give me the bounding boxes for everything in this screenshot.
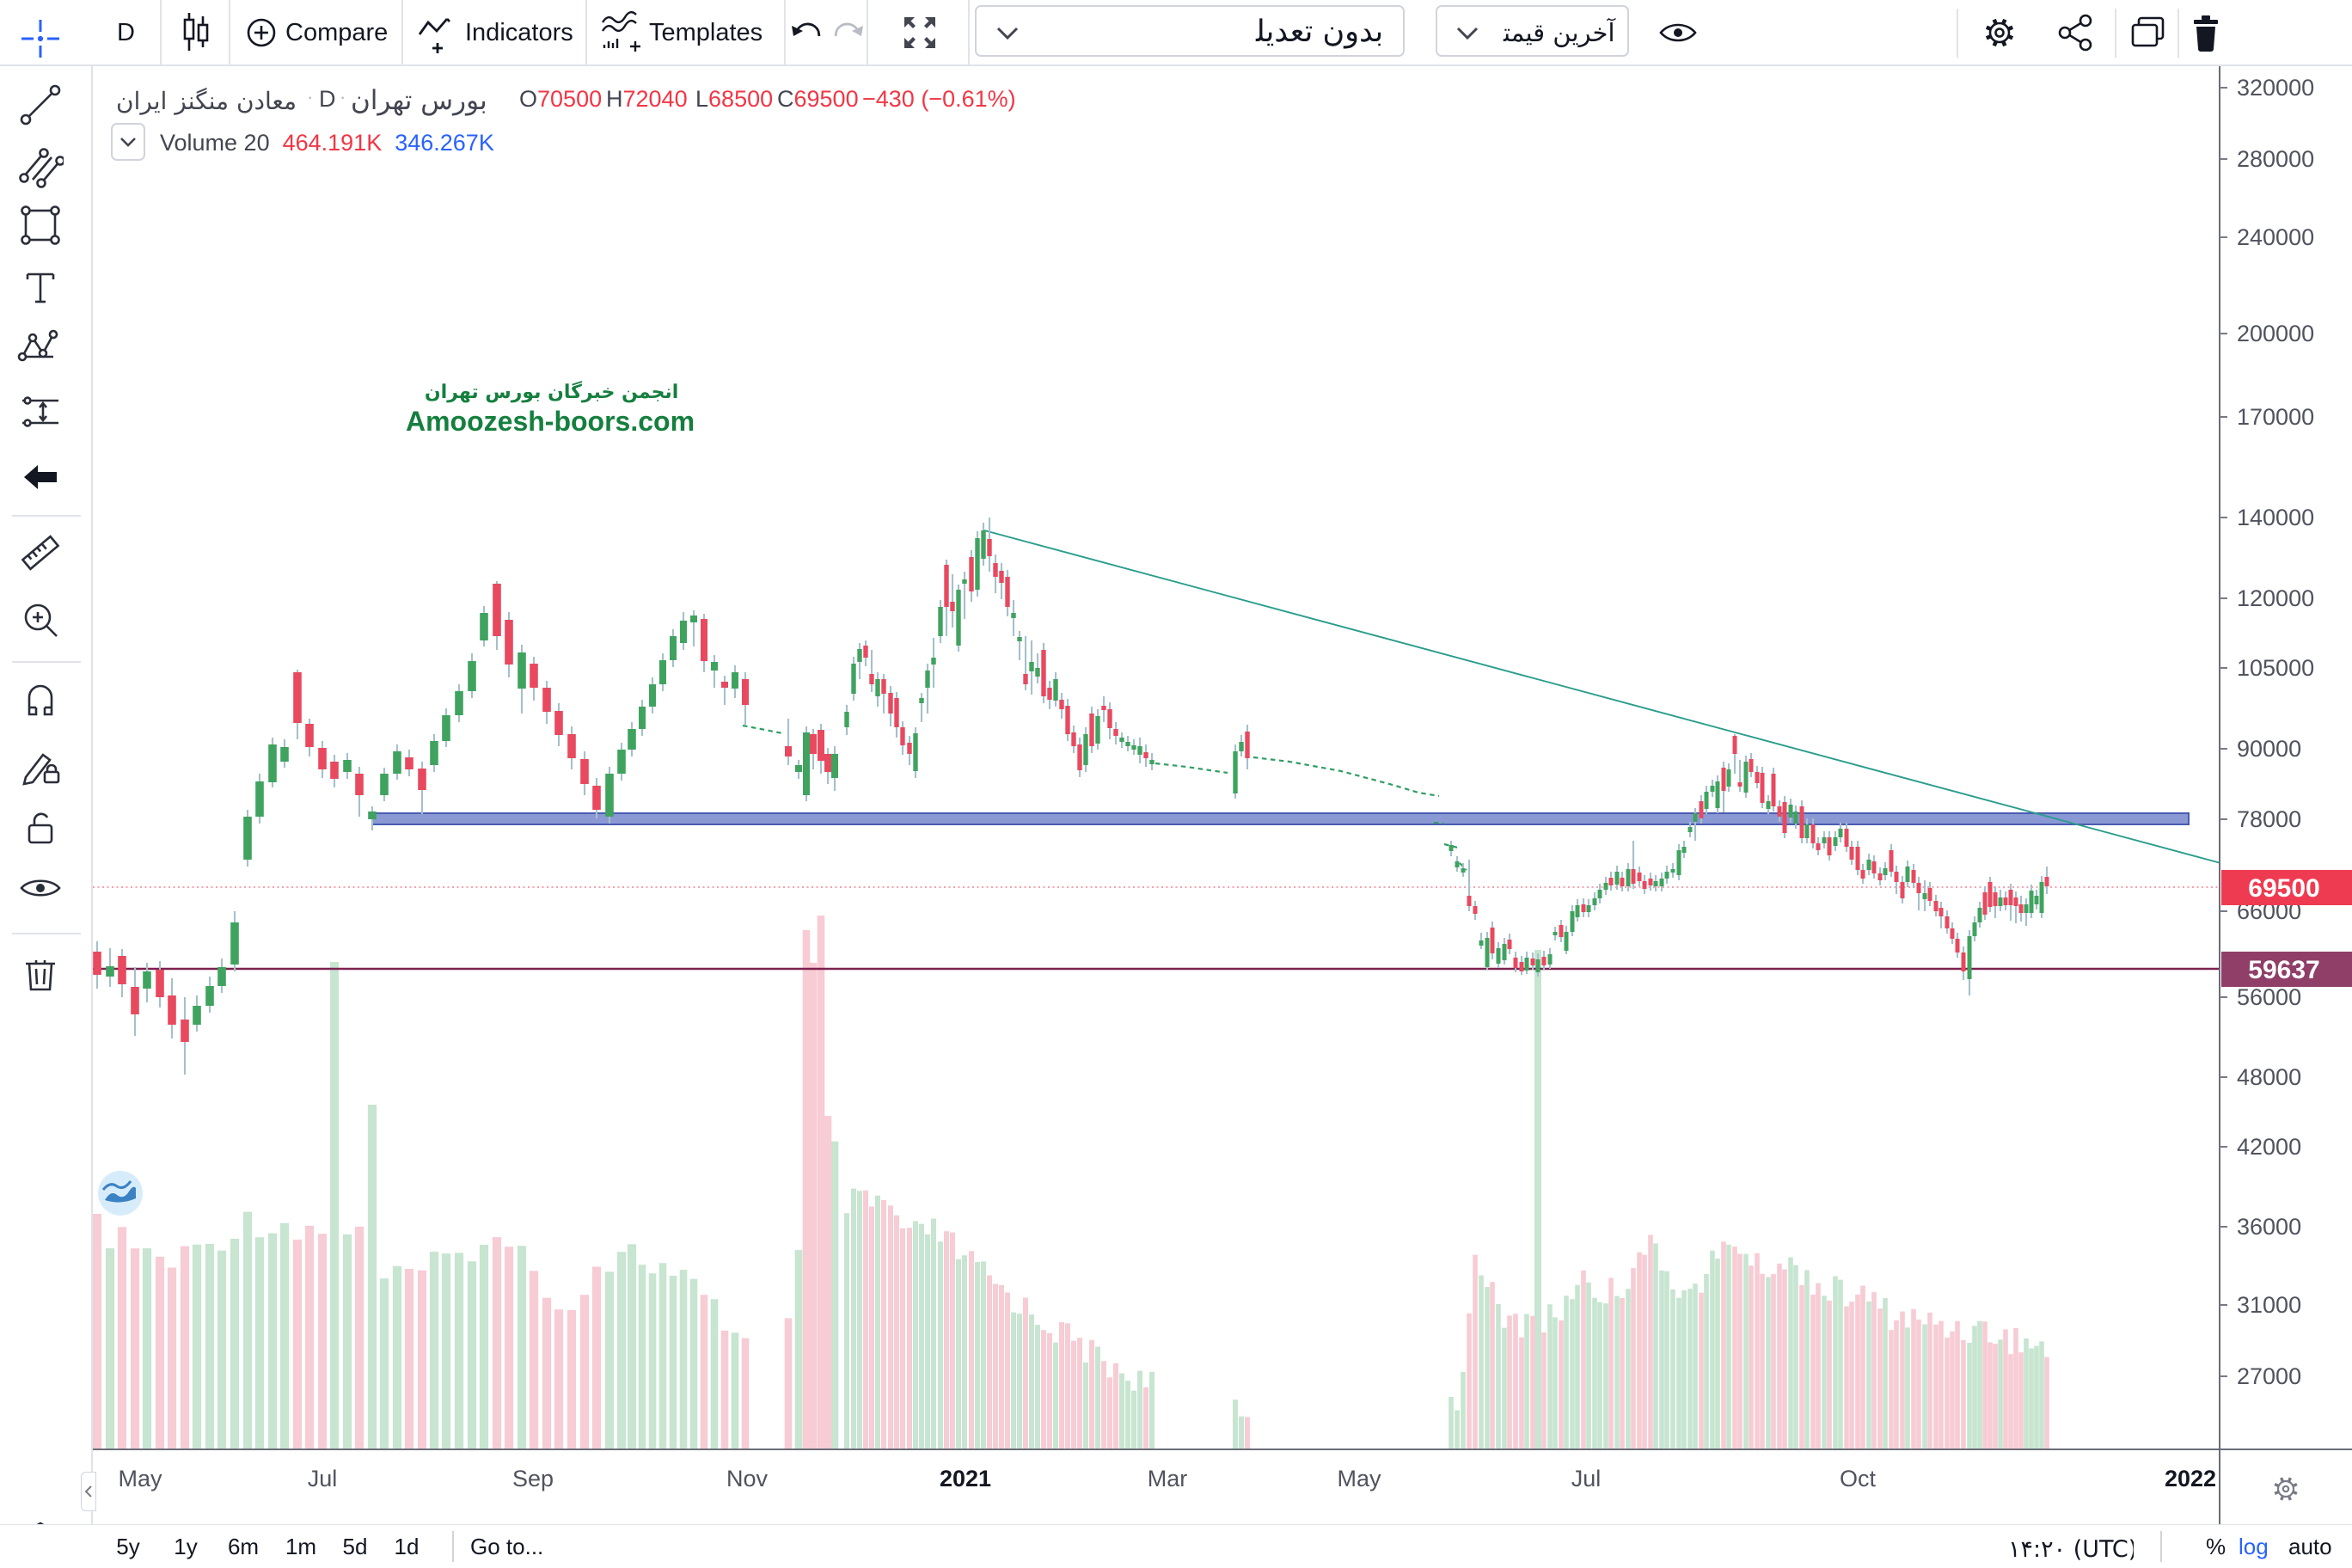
svg-text:27000: 27000 [2237, 1363, 2301, 1389]
svg-text:78000: 78000 [2237, 806, 2301, 832]
svg-text:59637: 59637 [2248, 956, 2319, 984]
svg-text:31000: 31000 [2237, 1292, 2301, 1318]
svg-text:90000: 90000 [2237, 736, 2301, 762]
svg-text:2022: 2022 [2165, 1466, 2216, 1491]
svg-text:69500: 69500 [2248, 874, 2319, 903]
svg-text:170000: 170000 [2237, 404, 2314, 430]
svg-text:Jul: Jul [308, 1466, 338, 1491]
svg-text:56000: 56000 [2237, 984, 2301, 1010]
svg-text:120000: 120000 [2237, 585, 2314, 611]
svg-text:May: May [1337, 1466, 1381, 1491]
svg-text:42000: 42000 [2237, 1134, 2301, 1160]
svg-text:36000: 36000 [2237, 1214, 2301, 1240]
svg-text:280000: 280000 [2237, 146, 2314, 172]
svg-text:48000: 48000 [2237, 1064, 2301, 1090]
svg-text:105000: 105000 [2237, 655, 2314, 681]
svg-text:200000: 200000 [2237, 321, 2314, 346]
svg-text:May: May [118, 1466, 162, 1491]
svg-text:Nov: Nov [726, 1466, 769, 1491]
svg-text:Mar: Mar [1148, 1466, 1188, 1491]
svg-text:Oct: Oct [1840, 1466, 1877, 1491]
svg-text:140000: 140000 [2237, 505, 2314, 530]
svg-text:320000: 320000 [2237, 75, 2314, 101]
svg-text:2021: 2021 [940, 1466, 991, 1491]
svg-text:240000: 240000 [2237, 224, 2314, 250]
svg-text:Sep: Sep [512, 1466, 554, 1491]
svg-text:Amoozesh-boors.com: Amoozesh-boors.com [406, 406, 695, 437]
svg-text:Jul: Jul [1571, 1466, 1602, 1491]
